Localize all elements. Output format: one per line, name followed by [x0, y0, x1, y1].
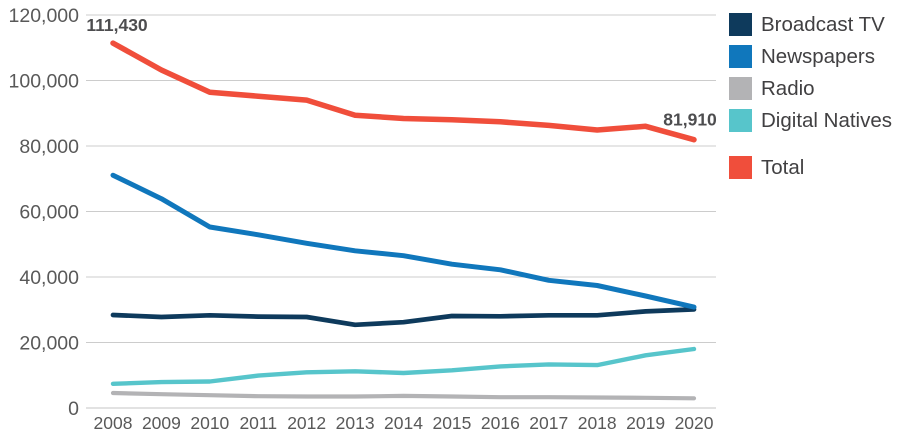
legend-label: Digital Natives — [761, 109, 893, 132]
x-axis-tick-label: 2018 — [578, 413, 617, 433]
legend-swatch-radio — [729, 77, 752, 100]
x-axis-tick-label: 2019 — [626, 413, 665, 433]
legend-swatch-newspapers — [729, 45, 752, 68]
series-line-newspapers — [110, 172, 697, 310]
legend-label: Total — [761, 156, 805, 179]
legend-item-digital-natives: Digital Natives — [729, 109, 892, 132]
series-line-broadcast-tv — [110, 307, 697, 328]
legend-item-broadcast-tv: Broadcast TV — [729, 13, 892, 36]
legend-swatch-broadcast-tv — [729, 13, 752, 36]
x-axis-tick-label: 2012 — [287, 413, 326, 433]
x-axis-tick-label: 2008 — [94, 413, 133, 433]
legend-label: Radio — [761, 77, 815, 100]
x-axis-tick-label: 2011 — [239, 413, 277, 433]
x-axis-tick-label: 2020 — [675, 413, 714, 433]
series-line-digital-natives — [110, 346, 697, 386]
x-axis-tick-label: 2013 — [336, 413, 375, 433]
annotation-2020-value: 81,910 — [663, 110, 717, 130]
x-axis-tick-label: 2014 — [384, 413, 423, 433]
y-axis-tick-label: 120,000 — [9, 5, 80, 27]
x-axis-tick-label: 2016 — [481, 413, 520, 433]
y-axis-tick-label: 20,000 — [19, 333, 79, 355]
y-axis-tick-label: 100,000 — [9, 71, 80, 93]
series-line-radio — [110, 390, 697, 401]
legend-label: Newspapers — [761, 45, 875, 68]
x-axis-tick-label: 2010 — [190, 413, 229, 433]
x-axis-tick-label: 2015 — [432, 413, 471, 433]
annotation-2008-value: 111,430 — [86, 15, 148, 35]
y-axis-tick-label: 40,000 — [19, 267, 79, 289]
legend-item-newspapers: Newspapers — [729, 45, 892, 68]
chart-legend: Broadcast TV Newspapers Radio Digital Nativ… — [729, 13, 892, 179]
y-axis-tick-label: 0 — [68, 398, 79, 420]
y-axis-tick-label: 80,000 — [19, 136, 79, 158]
series-line-total — [110, 40, 697, 143]
legend-item-total: Total — [729, 156, 892, 179]
y-axis-tick-label: 60,000 — [19, 202, 79, 224]
legend-swatch-digital-natives — [729, 109, 752, 132]
x-axis-tick-label: 2017 — [529, 413, 568, 433]
legend-label: Broadcast TV — [761, 13, 885, 36]
x-axis-tick-label: 2009 — [142, 413, 181, 433]
legend-item-radio: Radio — [729, 77, 892, 100]
legend-swatch-total — [729, 156, 752, 179]
